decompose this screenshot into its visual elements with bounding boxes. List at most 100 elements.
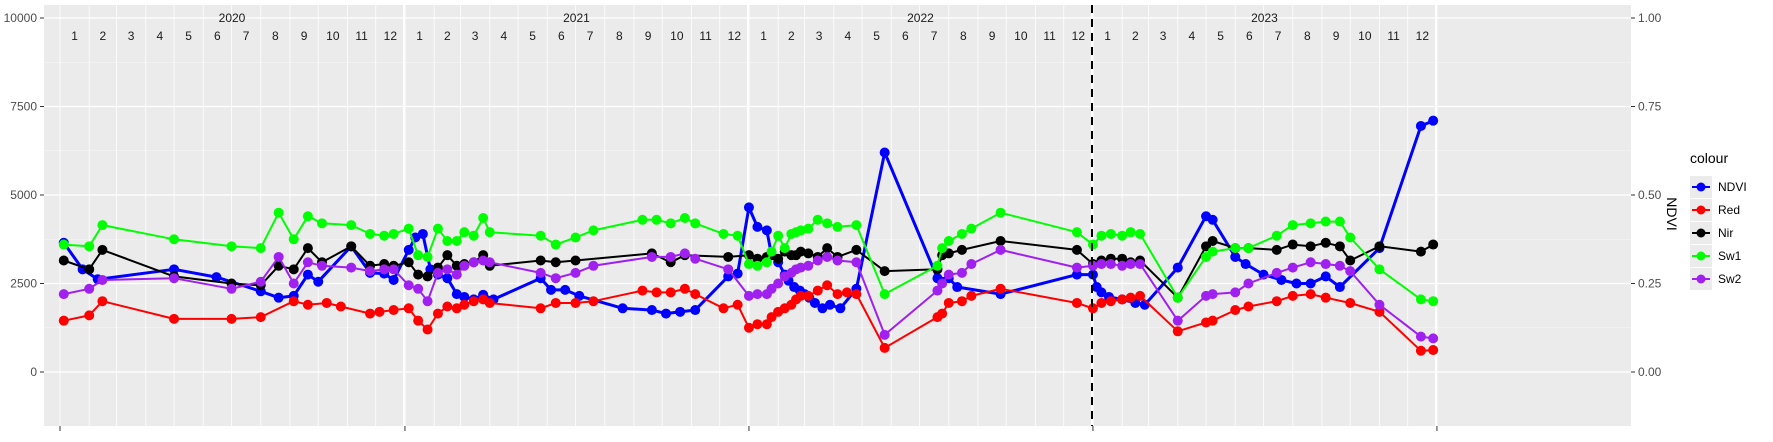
data-point-sw1: [851, 220, 862, 231]
data-point-sw1: [1096, 230, 1107, 241]
data-point-red: [752, 319, 763, 330]
data-point-sw2: [1287, 262, 1298, 273]
data-point-sw2: [422, 296, 433, 307]
data-point-red: [812, 285, 823, 296]
data-point-sw2: [966, 259, 977, 270]
legend-key-nir: Nir: [1690, 222, 1733, 244]
data-point-ndvi: [1230, 251, 1241, 262]
data-point-ndvi: [617, 303, 628, 314]
data-point-sw2: [442, 264, 453, 275]
data-point-red: [1345, 297, 1356, 308]
data-point-nir: [288, 264, 299, 275]
data-point-sw2: [588, 260, 599, 271]
month-label: 8: [616, 29, 623, 43]
data-point-sw2: [752, 289, 763, 300]
data-point-red: [468, 296, 479, 307]
data-point-nir: [1071, 244, 1082, 255]
month-label: 9: [1333, 29, 1340, 43]
month-label: 10: [1014, 29, 1028, 43]
data-point-nir: [1428, 239, 1439, 250]
data-point-sw1: [732, 230, 743, 241]
data-point-sw1: [1287, 220, 1298, 231]
month-label: 5: [185, 29, 192, 43]
data-point-nir: [995, 236, 1006, 247]
month-label: 5: [1217, 29, 1224, 43]
data-point-sw1: [478, 213, 489, 224]
data-point-sw1: [379, 230, 390, 241]
data-point-sw1: [752, 260, 763, 271]
data-point-nir: [1207, 236, 1218, 247]
y-tick-label: 0: [30, 365, 37, 379]
data-point-sw1: [58, 239, 69, 250]
data-point-sw2: [1125, 259, 1136, 270]
data-point-sw2: [822, 251, 833, 262]
legend-title: colour: [1690, 150, 1728, 166]
data-point-sw2: [1096, 259, 1107, 270]
data-point-ndvi: [1291, 278, 1302, 289]
data-point-nir: [273, 260, 284, 271]
data-point-sw1: [288, 234, 299, 245]
data-point-sw2: [1334, 260, 1345, 271]
data-point-sw2: [432, 267, 443, 278]
data-point-sw1: [1415, 294, 1426, 305]
month-label: 6: [558, 29, 565, 43]
month-label: 10: [326, 29, 340, 43]
data-point-sw2: [1345, 266, 1356, 277]
data-point-ndvi: [1334, 282, 1345, 293]
data-point-red: [226, 313, 237, 324]
data-point-nir: [773, 253, 784, 264]
data-point-red: [1071, 297, 1082, 308]
data-point-red: [1125, 292, 1136, 303]
y-tick-label: 10000: [4, 11, 38, 25]
data-point-sw2: [743, 290, 754, 301]
data-point-red: [1207, 315, 1218, 326]
x-axis: [59, 426, 1438, 431]
data-point-red: [937, 308, 948, 319]
data-point-ndvi: [835, 303, 846, 314]
data-point-sw1: [535, 230, 546, 241]
data-point-nir: [550, 257, 561, 268]
month-label: 4: [845, 29, 852, 43]
data-point-nir: [795, 246, 806, 257]
data-point-nir: [1117, 253, 1128, 264]
data-point-sw1: [932, 260, 943, 271]
data-point-ndvi: [1305, 278, 1316, 289]
data-point-ndvi: [1240, 259, 1251, 270]
data-point-red: [966, 290, 977, 301]
data-point-sw1: [832, 221, 843, 232]
month-label: 4: [501, 29, 508, 43]
data-point-ndvi: [675, 306, 686, 317]
data-point-ndvi: [661, 308, 672, 319]
data-point-sw2: [97, 274, 108, 285]
data-point-sw1: [1374, 264, 1385, 275]
data-point-red: [679, 283, 690, 294]
data-point-red: [803, 290, 814, 301]
data-point-sw2: [1172, 315, 1183, 326]
data-point-sw1: [1230, 243, 1241, 254]
data-point-sw1: [1345, 232, 1356, 243]
data-point-red: [1117, 294, 1128, 305]
month-label: 1: [71, 29, 78, 43]
data-point-sw2: [812, 255, 823, 266]
data-point-ndvi: [824, 299, 835, 310]
data-point-sw2: [1320, 259, 1331, 270]
month-label: 7: [243, 29, 250, 43]
data-point-red: [732, 299, 743, 310]
data-point-sw2: [1117, 260, 1128, 271]
data-point-nir: [1305, 241, 1316, 252]
data-point-sw1: [812, 214, 823, 225]
data-point-red: [943, 297, 954, 308]
data-point-sw1: [1320, 216, 1331, 227]
data-point-sw2: [302, 257, 313, 268]
data-point-sw2: [1243, 278, 1254, 289]
year-label: 2020: [219, 11, 246, 25]
data-point-sw2: [169, 273, 180, 284]
data-point-ndvi: [1207, 214, 1218, 225]
data-point-sw1: [403, 223, 414, 234]
data-point-sw2: [255, 276, 266, 287]
data-point-red: [795, 290, 806, 301]
data-point-sw2: [379, 264, 390, 275]
data-point-sw2: [535, 267, 546, 278]
month-label: 11: [355, 29, 368, 43]
month-label: 12: [728, 29, 742, 43]
